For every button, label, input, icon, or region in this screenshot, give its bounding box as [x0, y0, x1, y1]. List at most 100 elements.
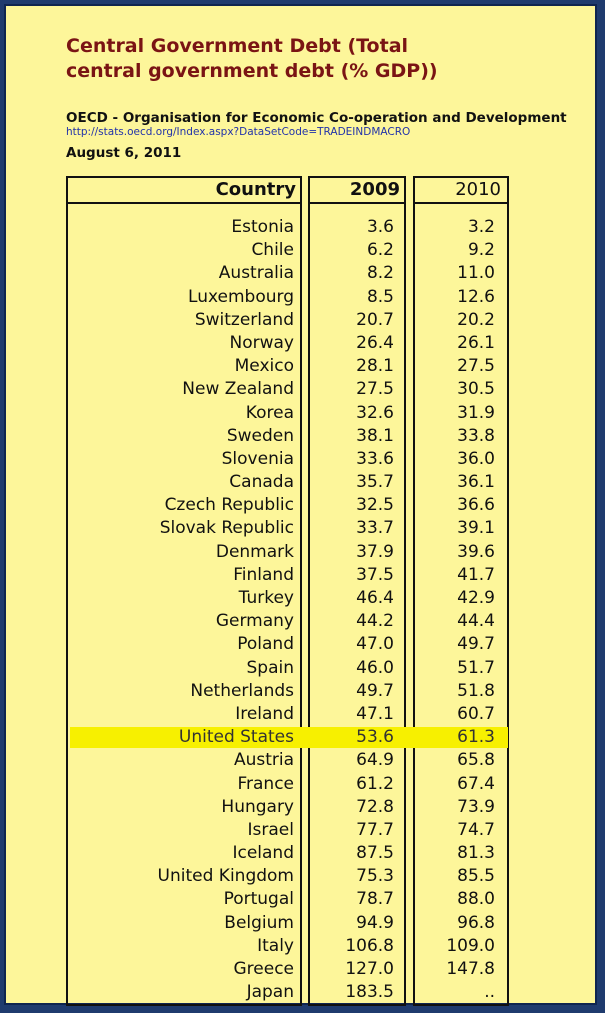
- table-row: Sweden 38.1 33.8: [0, 425, 605, 448]
- value-2009-cell: 53.6: [356, 727, 394, 748]
- value-2009-cell: 37.5: [356, 564, 394, 585]
- table-row: United Kingdom 75.3 85.5: [0, 865, 605, 888]
- country-cell: Israel: [247, 819, 294, 840]
- country-cell: Turkey: [238, 588, 294, 608]
- value-2010-cell: 11.0: [457, 263, 495, 284]
- value-2010-cell: 39.6: [457, 541, 495, 562]
- value-2009-cell: 3.6: [366, 217, 394, 237]
- country-cell: Mexico: [234, 356, 294, 377]
- table-row: Hungary 72.8 73.9: [0, 796, 605, 819]
- table-row: Mexico 28.1 27.5: [0, 355, 605, 378]
- table-row: Canada 35.7 36.1: [0, 471, 605, 494]
- source-text: OECD - Organisation for Economic Co-oper…: [66, 110, 567, 126]
- source-url[interactable]: http://stats.oecd.org/Index.aspx?DataSet…: [66, 126, 411, 138]
- country-cell: Norway: [229, 332, 295, 353]
- value-2009-cell: 33.6: [356, 448, 394, 469]
- value-2010-cell: 51.7: [457, 657, 495, 678]
- value-2010-cell: 147.8: [446, 959, 495, 979]
- value-2009-cell: 64.9: [356, 750, 394, 771]
- country-cell: Australia: [218, 263, 294, 284]
- table-row: Korea 32.6 31.9: [0, 402, 605, 425]
- country-cell: Switzerland: [194, 309, 294, 330]
- header-2009: 2009: [349, 179, 400, 200]
- country-cell: Germany: [215, 611, 294, 632]
- value-2009-cell: 127.0: [345, 959, 394, 979]
- value-2009-cell: 32.5: [356, 495, 394, 516]
- value-2009-cell: 20.7: [356, 309, 394, 330]
- value-2009-cell: 32.6: [356, 402, 394, 423]
- country-cell: Slovak Republic: [159, 518, 294, 539]
- year-2010-column: [413, 176, 509, 1006]
- country-cell: Portugal: [223, 889, 294, 910]
- table-row: Poland 47.0 49.7: [0, 633, 605, 656]
- value-2009-cell: 72.8: [356, 796, 394, 817]
- table-row: Estonia 3.6 3.2: [0, 216, 605, 239]
- value-2009-cell: 26.4: [356, 332, 394, 353]
- value-2009-cell: 28.1: [356, 356, 394, 377]
- country-cell: Luxembourg: [188, 286, 294, 307]
- country-cell: Denmark: [215, 541, 294, 562]
- country-cell: Finland: [233, 564, 294, 585]
- value-2010-cell: 20.2: [457, 309, 495, 330]
- value-2010-cell: 42.9: [457, 588, 495, 608]
- table-row: Australia 8.2 11.0: [0, 262, 605, 285]
- value-2009-cell: 46.4: [356, 588, 394, 608]
- value-2010-cell: 44.4: [457, 611, 495, 632]
- value-2010-cell: 88.0: [457, 889, 495, 910]
- table-row: Luxembourg 8.5 12.6: [0, 286, 605, 309]
- value-2010-cell: 36.0: [457, 448, 495, 469]
- value-2009-cell: 8.2: [366, 263, 394, 284]
- value-2010-cell: 109.0: [446, 935, 495, 956]
- table-row: Portugal 78.7 88.0: [0, 888, 605, 911]
- table-row: France 61.2 67.4: [0, 773, 605, 796]
- country-cell: New Zealand: [182, 379, 294, 400]
- table-row: Chile 6.2 9.2: [0, 239, 605, 262]
- value-2010-cell: 33.8: [457, 425, 495, 446]
- value-2009-cell: 183.5: [345, 982, 394, 1003]
- page-title: Central Government Debt (Total central g…: [66, 34, 566, 84]
- value-2009-cell: 78.7: [356, 889, 394, 910]
- header-2010: 2010: [455, 179, 501, 200]
- country-cell: France: [237, 773, 294, 794]
- table-row: Spain 46.0 51.7: [0, 657, 605, 680]
- country-cell: Austria: [233, 750, 294, 771]
- value-2009-cell: 6.2: [366, 240, 394, 261]
- table-row: Germany 44.2 44.4: [0, 610, 605, 633]
- year-2009-column: [308, 176, 406, 1006]
- value-2009-cell: 33.7: [356, 518, 394, 539]
- value-2010-cell: 96.8: [457, 912, 495, 933]
- table-row: Ireland 47.1 60.7: [0, 703, 605, 726]
- value-2009-cell: 37.9: [356, 541, 394, 562]
- header-divider: [66, 202, 302, 204]
- value-2010-cell: ..: [484, 982, 495, 1003]
- date-text: August 6, 2011: [66, 145, 182, 161]
- country-cell: Estonia: [231, 217, 294, 237]
- value-2009-cell: 75.3: [356, 866, 394, 887]
- table-row: Czech Republic 32.5 36.6: [0, 494, 605, 517]
- country-cell: Chile: [251, 240, 294, 261]
- highlight-bar: [70, 727, 508, 749]
- value-2009-cell: 49.7: [356, 680, 394, 701]
- country-cell: United States: [178, 727, 294, 748]
- country-cell: Hungary: [221, 796, 294, 817]
- value-2010-cell: 9.2: [467, 240, 495, 261]
- table-row: Switzerland 20.7 20.2: [0, 309, 605, 332]
- title-line-1: Central Government Debt (Total: [66, 35, 409, 57]
- table-row: Iceland 87.5 81.3: [0, 842, 605, 865]
- value-2009-cell: 35.7: [356, 472, 394, 493]
- header-divider: [413, 202, 509, 204]
- value-2009-cell: 94.9: [356, 912, 394, 933]
- table-body: Estonia 3.6 3.2 Chile 6.2 9.2 Australia 8.2 11.0…: [0, 216, 605, 1004]
- value-2009-cell: 47.1: [356, 703, 394, 724]
- value-2010-cell: 27.5: [457, 356, 495, 377]
- table-row: Turkey 46.4 42.9: [0, 587, 605, 610]
- header-country: Country: [215, 179, 296, 200]
- country-cell: Greece: [233, 959, 294, 979]
- table-row: Denmark 37.9 39.6: [0, 541, 605, 564]
- country-cell: Ireland: [235, 703, 294, 724]
- country-cell: Italy: [257, 935, 294, 956]
- table-row: Austria 64.9 65.8: [0, 749, 605, 772]
- country-cell: Japan: [246, 982, 294, 1003]
- value-2010-cell: 67.4: [457, 773, 495, 794]
- value-2010-cell: 51.8: [457, 680, 495, 701]
